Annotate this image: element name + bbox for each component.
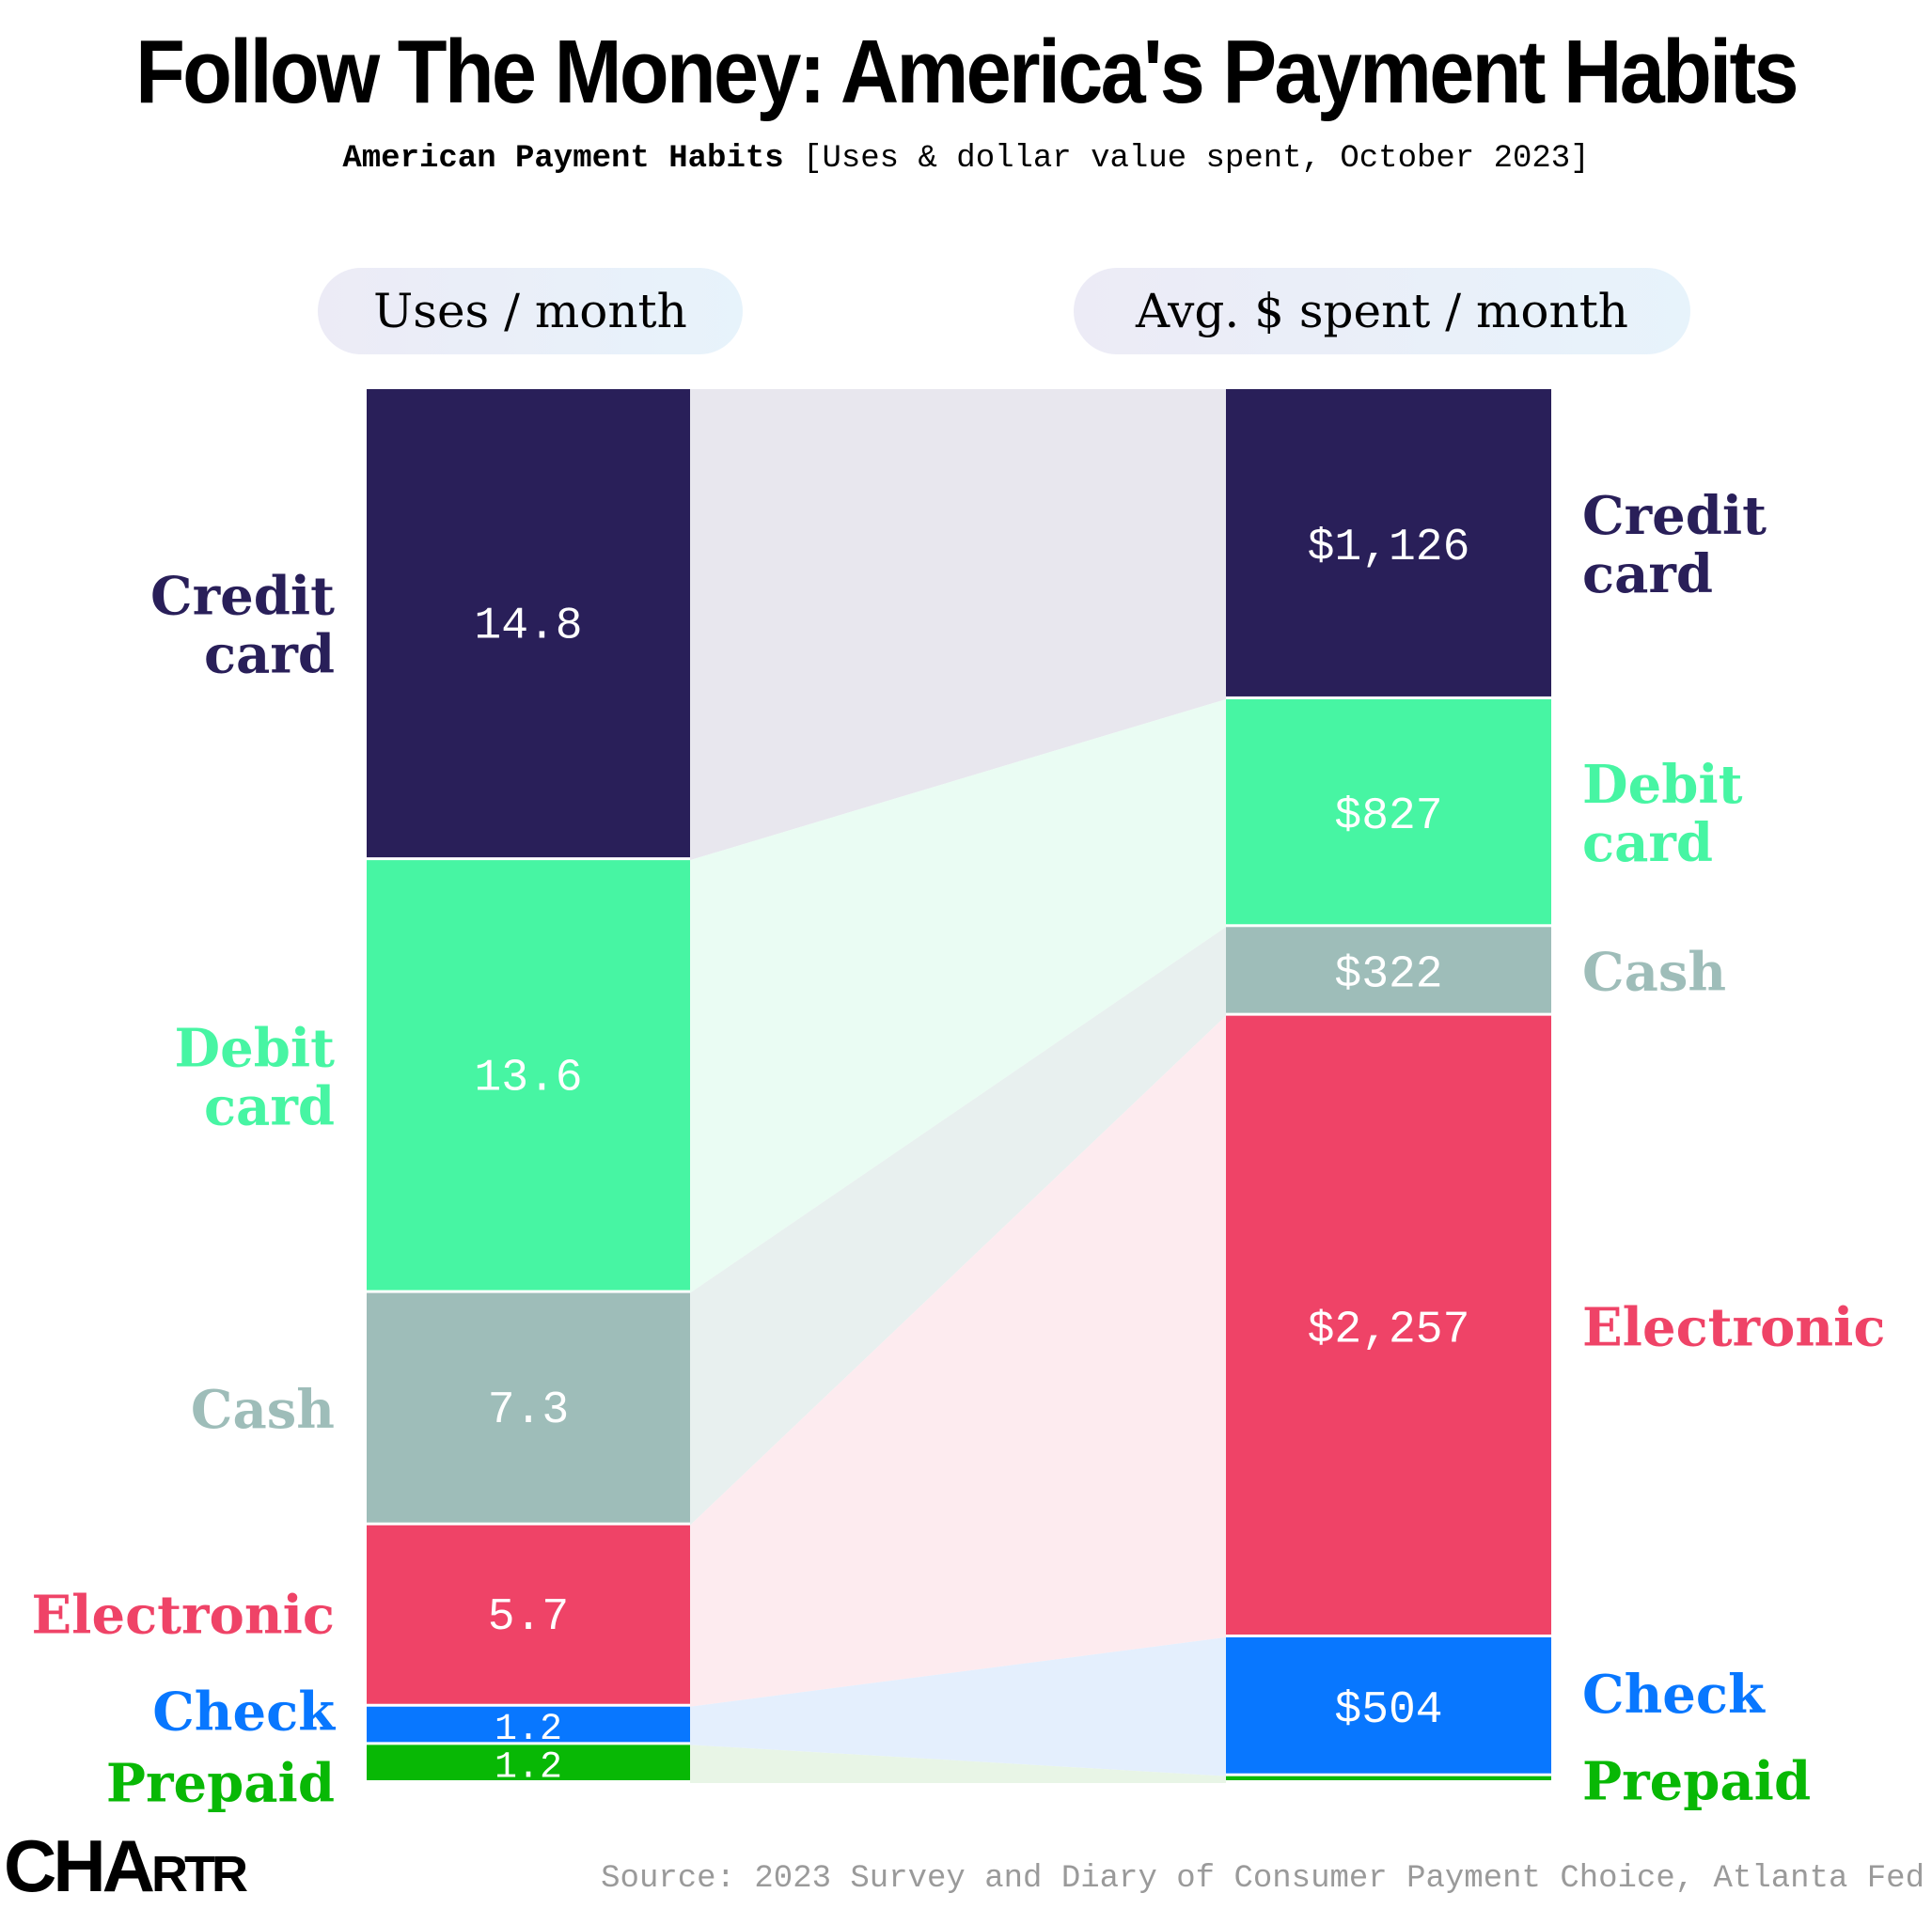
flow-bands — [690, 389, 1226, 1783]
uses-value-cash: 7.3 — [488, 1385, 569, 1436]
spent-category-debit-card: Debit card — [1582, 754, 1743, 874]
logo-text-small: RTR — [151, 1846, 248, 1902]
spent-category-electronic: Electronic — [1582, 1296, 1886, 1358]
category-label-line: Check — [1582, 1664, 1766, 1726]
category-label-line: card — [204, 624, 335, 686]
category-label-line: Debit — [175, 1017, 336, 1079]
uses-bar-check — [367, 1706, 690, 1743]
chart-subtitle: American Payment Habits [Uses & dollar v… — [0, 141, 1932, 177]
spent-bar-check — [1226, 1636, 1551, 1774]
category-label-line: Cash — [1582, 941, 1726, 1003]
uses-category-prepaid: Prepaid — [106, 1752, 335, 1814]
spent-bar-electronic — [1226, 1015, 1551, 1635]
uses-value-check: 1.2 — [495, 1709, 562, 1751]
source-note: Source: 2023 Survey and Diary of Consume… — [601, 1861, 1924, 1897]
chart-title: Follow The Money: America's Payment Habi… — [135, 22, 1798, 122]
spent-column-header: Avg. $ spent / month — [1074, 268, 1690, 354]
flow-prepaid — [690, 1745, 1226, 1783]
uses-category-debit-card: Debit card — [175, 1017, 336, 1137]
spent-bar-prepaid — [1226, 1776, 1551, 1780]
spent-bar-credit-card — [1226, 389, 1551, 696]
flow-electronic — [690, 1015, 1226, 1707]
category-label-line: Cash — [191, 1379, 335, 1441]
flow-debit-card — [690, 698, 1226, 1293]
category-label-line: Prepaid — [106, 1752, 335, 1814]
category-label-line: Debit — [1582, 754, 1743, 816]
uses-value-prepaid: 1.2 — [495, 1747, 562, 1790]
category-label-line: Credit — [150, 566, 335, 628]
uses-bar-credit-card — [367, 389, 690, 858]
category-label-line: Electronic — [1582, 1296, 1886, 1358]
subtitle-detail: [Uses & dollar value spent, October 2023… — [803, 141, 1590, 177]
category-label-line: Check — [152, 1682, 336, 1744]
category-label-line: Credit — [1582, 485, 1767, 547]
category-label-line: Electronic — [32, 1585, 336, 1647]
category-label-line: card — [204, 1075, 335, 1137]
uses-value-debit-card: 13.6 — [474, 1053, 582, 1103]
spent-bar-debit-card — [1226, 698, 1551, 925]
spent-category-prepaid: Prepaid — [1582, 1751, 1811, 1813]
uses-category-cash: Cash — [191, 1379, 335, 1441]
spent-value-debit-card: $827 — [1334, 791, 1442, 842]
uses-bar-debit-card — [367, 860, 690, 1291]
uses-bar-cash — [367, 1292, 690, 1523]
spent-category-cash: Cash — [1582, 941, 1726, 1003]
labels: 14.8 $1,126 13.6 $827 7.3 $322 5.7 $2,257 1.2 $50… — [32, 485, 1886, 1814]
spent-value-electronic: $2,257 — [1308, 1305, 1470, 1355]
category-label-line: Prepaid — [1582, 1751, 1811, 1813]
bars — [367, 389, 1551, 1780]
uses-bar-prepaid — [367, 1745, 690, 1780]
uses-value-credit-card: 14.8 — [474, 602, 582, 652]
uses-column-header: Uses / month — [318, 268, 743, 354]
logo-text-big: CHA — [4, 1824, 155, 1907]
flow-credit-card — [690, 389, 1226, 861]
category-label-line: card — [1582, 543, 1713, 605]
spent-category-credit-card: Credit card — [1582, 485, 1767, 605]
spent-value-check: $504 — [1334, 1685, 1442, 1736]
spent-category-check: Check — [1582, 1664, 1766, 1726]
category-label-line: card — [1582, 812, 1713, 874]
uses-value-electronic: 5.7 — [488, 1592, 569, 1643]
subtitle-bold: American Payment Habits — [342, 141, 784, 177]
uses-category-credit-card: Credit card — [150, 566, 335, 686]
uses-category-check: Check — [152, 1682, 336, 1744]
chartr-logo: CHARTR — [4, 1823, 248, 1909]
spent-bar-cash — [1226, 927, 1551, 1013]
uses-bar-electronic — [367, 1525, 690, 1704]
flow-check — [690, 1636, 1226, 1776]
uses-category-electronic: Electronic — [32, 1585, 336, 1647]
flow-cash — [690, 927, 1226, 1526]
spent-value-cash: $322 — [1334, 949, 1442, 1000]
spent-value-credit-card: $1,126 — [1308, 523, 1470, 573]
